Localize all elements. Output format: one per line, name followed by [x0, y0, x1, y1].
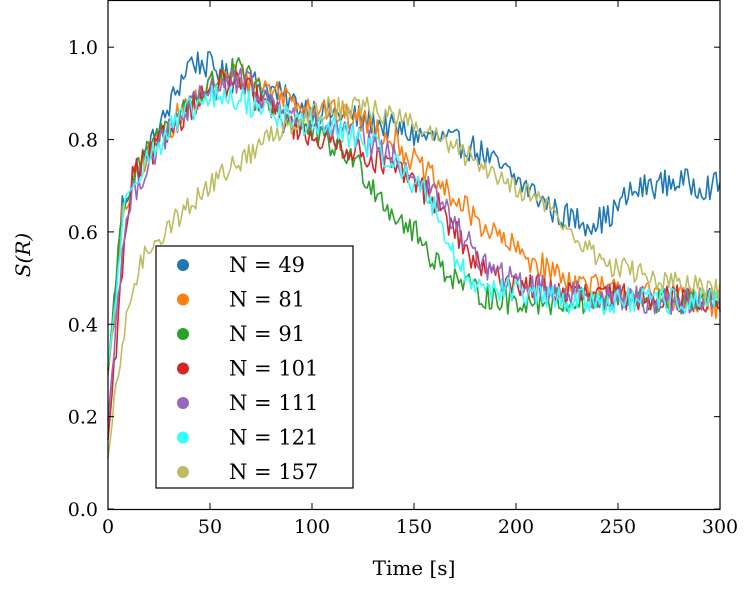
x-tick-label: 100 [294, 516, 330, 538]
y-tick-label: 0.6 [68, 222, 98, 244]
legend-label: N = 121 [229, 426, 318, 450]
y-tick-label: 1.0 [68, 37, 98, 59]
series-group [107, 51, 721, 459]
legend: N = 49 N = 81 N = 91 N = 101 N = 111 N = 121 N… [155, 245, 354, 489]
legend-label: N = 91 [229, 322, 305, 346]
series-line-0 [107, 51, 721, 371]
x-tick-label: 150 [396, 516, 432, 538]
y-tick-label: 0.2 [68, 407, 98, 429]
x-axis-title: Time [s] [373, 556, 456, 580]
legend-box [155, 245, 354, 489]
y-axis: 0.0 0.2 0.4 0.6 0.8 1.0 [68, 37, 720, 521]
plot-frame [107, 0, 721, 511]
y-tick-label: 0.8 [68, 130, 98, 152]
legend-label: N = 157 [229, 460, 318, 484]
x-tick-label: 50 [198, 516, 222, 538]
legend-marker [177, 362, 189, 375]
series-line-4 [107, 67, 721, 422]
series-line-5 [107, 84, 721, 366]
x-tick-label: 250 [600, 516, 636, 538]
y-tick-label: 0.0 [68, 499, 98, 521]
legend-label: N = 81 [229, 288, 305, 312]
x-tick-label: 200 [498, 516, 534, 538]
legend-marker [177, 431, 189, 444]
legend-label: N = 49 [229, 253, 305, 277]
legend-marker [177, 293, 189, 306]
series-line-6 [107, 96, 721, 459]
y-tick-label: 0.4 [68, 314, 98, 336]
x-tick-label: 300 [702, 516, 738, 538]
legend-marker [177, 259, 189, 271]
x-tick-label: 0 [102, 516, 114, 538]
legend-marker [177, 397, 189, 409]
x-axis: 0 50 100 150 200 250 300 [102, 1, 738, 538]
y-axis-title: S(R) [11, 233, 35, 277]
series-line-2 [107, 57, 721, 371]
legend-marker [177, 466, 189, 478]
legend-label: N = 111 [229, 391, 318, 415]
legend-label: N = 101 [229, 357, 318, 381]
legend-marker [177, 328, 189, 340]
